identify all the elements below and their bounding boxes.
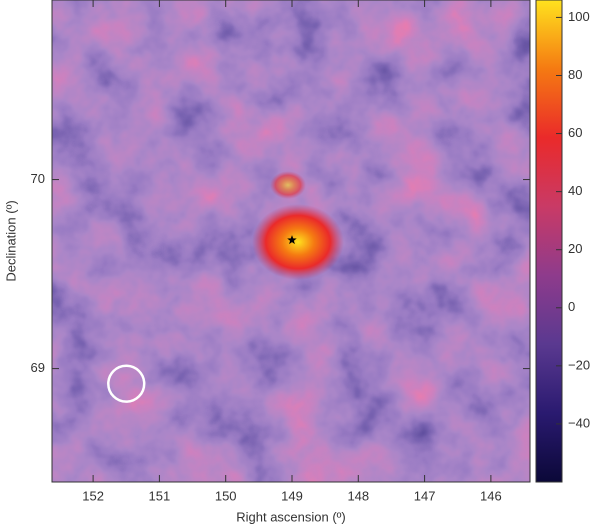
x-tick-label: 147 (414, 488, 436, 503)
x-tick-label: 146 (480, 488, 502, 503)
plot-frame (51, 0, 531, 483)
x-tick-label: 149 (281, 488, 303, 503)
x-axis-title: Right ascension (º) (236, 509, 346, 524)
y-tick-label: 70 (31, 171, 45, 186)
y-axis-title: Declination (º) (3, 200, 18, 281)
colorbar (535, 0, 563, 483)
colorbar-tick-label: 40 (568, 183, 582, 198)
x-tick-label: 151 (149, 488, 171, 503)
source-emission (269, 171, 306, 200)
x-tick-label: 148 (347, 488, 369, 503)
colorbar-tick-label: −20 (568, 357, 590, 372)
y-tick-label: 69 (31, 360, 45, 375)
colorbar-tick-label: 20 (568, 241, 582, 256)
colorbar-tick-label: 0 (568, 299, 575, 314)
colorbar-tick-label: 80 (568, 67, 582, 82)
colorbar-tick-label: 100 (568, 9, 590, 24)
colorbar-tick-label: −40 (568, 415, 590, 430)
x-tick-label: 152 (82, 488, 104, 503)
psf-circle (107, 364, 146, 403)
x-tick-label: 150 (215, 488, 237, 503)
source-marker (287, 235, 297, 245)
colorbar-tick-label: 60 (568, 125, 582, 140)
source-emission (251, 204, 344, 281)
